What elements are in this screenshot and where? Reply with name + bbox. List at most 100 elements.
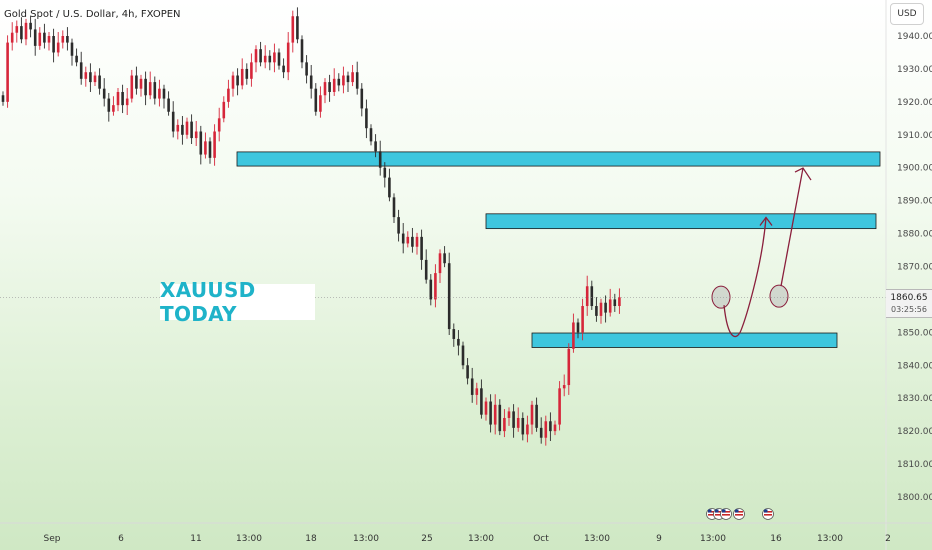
candle xyxy=(204,132,207,159)
candle xyxy=(613,293,617,312)
candle xyxy=(342,66,345,94)
candle-body xyxy=(56,42,60,53)
candle-body xyxy=(231,75,235,89)
candle xyxy=(263,45,267,69)
candle-body xyxy=(516,417,520,428)
candle-body xyxy=(544,421,548,438)
candle xyxy=(6,35,9,108)
time-axis[interactable]: Sep 6 11 13:00 18 13:00 25 13:00 Oct 13:00 9 13:00 1… xyxy=(44,534,891,544)
time-tick-label: 18 xyxy=(305,534,317,544)
candle xyxy=(38,27,42,50)
candle xyxy=(562,374,566,397)
candle-body xyxy=(539,427,543,438)
candle xyxy=(438,249,442,283)
candle xyxy=(424,249,428,284)
candle xyxy=(208,137,212,164)
candle xyxy=(29,15,32,38)
us-flag-event-icon[interactable] xyxy=(720,508,732,520)
candle-body xyxy=(291,16,295,43)
time-tick-label: 25 xyxy=(421,534,432,544)
candle-body xyxy=(254,49,258,63)
last-price-value: 1860.65 xyxy=(890,293,928,303)
candle xyxy=(199,125,203,165)
currency-button[interactable]: USD xyxy=(890,3,924,25)
candle-body xyxy=(553,424,557,432)
price-tick-label: 1840.00 xyxy=(897,361,932,371)
candle-body xyxy=(282,65,285,73)
candle xyxy=(15,20,19,43)
candle-body xyxy=(535,404,538,428)
candlestick-series xyxy=(1,7,621,446)
candle-body xyxy=(608,299,612,313)
candle-body xyxy=(383,167,387,178)
candle-body xyxy=(236,75,239,86)
candle-body xyxy=(204,141,207,155)
candle-body xyxy=(332,78,336,92)
candle xyxy=(489,394,492,433)
candle-body xyxy=(300,39,304,63)
time-tick-label: Oct xyxy=(533,534,549,544)
time-tick-label: 13:00 xyxy=(353,534,379,544)
candle-body xyxy=(365,108,368,129)
economic-events-markers[interactable] xyxy=(706,508,774,520)
candle xyxy=(254,45,258,73)
candle-body xyxy=(512,411,515,428)
candle xyxy=(351,64,354,87)
candle-body xyxy=(323,82,327,96)
zone-box[interactable] xyxy=(531,332,838,348)
candle xyxy=(194,120,198,146)
support-resistance-zones xyxy=(236,151,881,348)
candle xyxy=(618,288,621,314)
candle xyxy=(121,84,124,114)
price-tick-label: 1850.00 xyxy=(897,328,932,338)
candle xyxy=(185,117,189,139)
candle-body xyxy=(493,404,497,425)
candle xyxy=(217,107,221,142)
candle xyxy=(507,407,511,426)
candle xyxy=(300,35,304,69)
candle-body xyxy=(43,32,46,43)
candle-body xyxy=(452,329,456,339)
candle-body xyxy=(406,236,410,244)
candle-body xyxy=(70,42,74,56)
candle-body xyxy=(153,82,157,99)
candle-body xyxy=(438,253,442,274)
projection-arrow-second xyxy=(780,167,804,287)
zone-box[interactable] xyxy=(485,213,877,230)
us-flag-event-icon[interactable] xyxy=(762,508,774,520)
candle-body xyxy=(342,75,345,86)
candle-body xyxy=(351,72,354,83)
candle-body xyxy=(429,279,433,300)
candle xyxy=(171,101,175,138)
candle-body xyxy=(24,22,28,40)
candle-body xyxy=(144,78,147,96)
candle-body xyxy=(199,131,203,155)
candle xyxy=(466,358,469,385)
candle-body xyxy=(457,338,460,346)
zone-box[interactable] xyxy=(236,151,881,167)
candle xyxy=(139,74,143,97)
candle-body xyxy=(466,365,469,379)
candle xyxy=(20,17,23,44)
candle-body xyxy=(171,111,175,132)
candle xyxy=(567,343,571,395)
price-axis[interactable]: 1940.00 1930.00 1920.00 1910.00 1900.00 1890.… xyxy=(897,32,932,503)
candle-body xyxy=(576,322,580,333)
time-tick-label: 9 xyxy=(656,534,662,544)
price-tick-label: 1930.00 xyxy=(897,65,932,75)
candle-body xyxy=(374,141,377,152)
candle-body xyxy=(337,78,341,86)
candle-body xyxy=(461,345,465,366)
candle-body xyxy=(378,151,382,168)
us-flag-event-icon[interactable] xyxy=(733,508,745,520)
candle-body xyxy=(447,263,451,330)
candle xyxy=(158,79,161,107)
candle xyxy=(79,51,83,85)
candle xyxy=(245,63,249,85)
candle-body xyxy=(259,49,262,63)
candle xyxy=(323,78,327,104)
candle-body xyxy=(277,52,281,66)
candle xyxy=(429,274,433,306)
candle-body xyxy=(148,82,152,96)
